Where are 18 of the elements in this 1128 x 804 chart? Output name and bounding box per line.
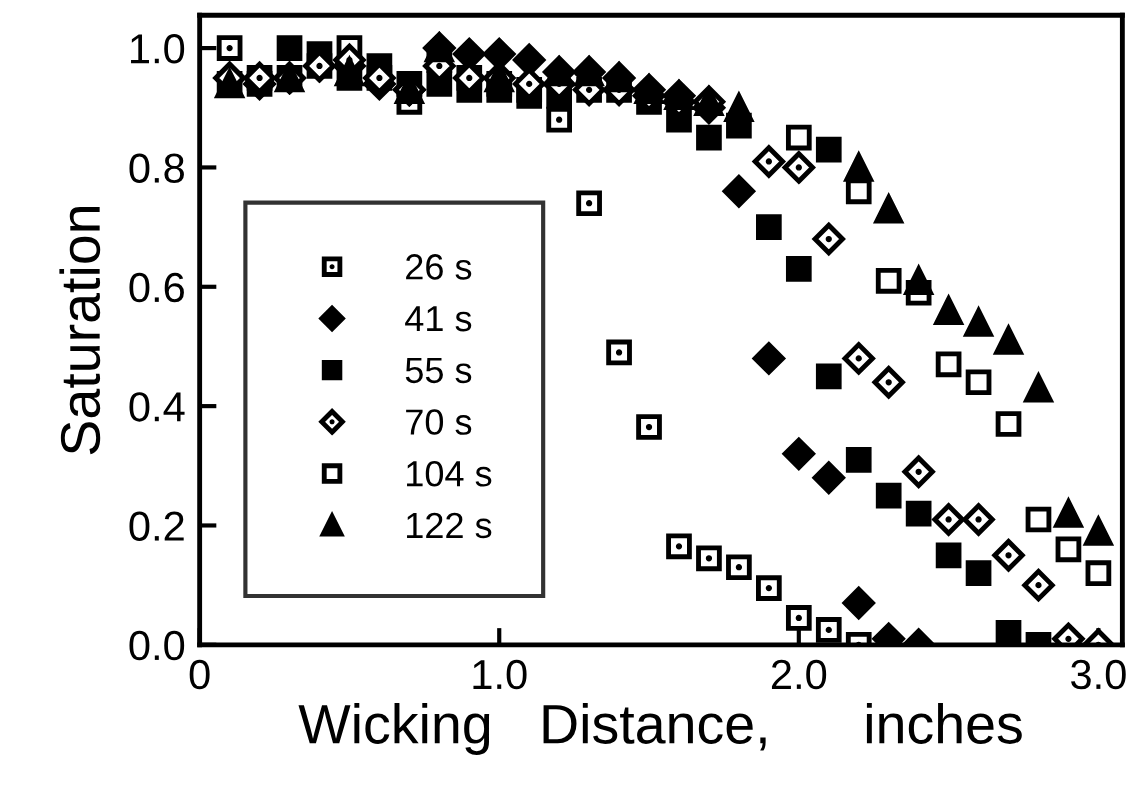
legend-label: 55 s	[405, 357, 472, 384]
legend-label: 70 s	[406, 409, 472, 435]
legend-label: 26 s	[406, 254, 472, 280]
y-tick-label: 0.8	[129, 153, 184, 183]
y-tick-label: 1.0	[131, 34, 185, 64]
legend-label: 41 s	[405, 306, 472, 332]
x-tick-label: 3.0	[1071, 659, 1126, 690]
x-tick-label: 2.0	[771, 659, 827, 690]
x-axis-title: Wicking Distance, inches	[298, 703, 1022, 755]
y-tick-label: 0.4	[129, 392, 185, 422]
x-tick-label: 0	[189, 659, 210, 690]
x-tick-label: 1.0	[473, 659, 527, 690]
legend-label: 122 s	[407, 512, 492, 539]
y-axis-title: Saturation	[59, 207, 101, 455]
y-tick-label: 0.0	[129, 630, 185, 661]
y-tick-label: 0.2	[129, 511, 184, 541]
legend-label: 104 s	[407, 460, 492, 487]
y-tick-label: 0.6	[129, 272, 184, 303]
